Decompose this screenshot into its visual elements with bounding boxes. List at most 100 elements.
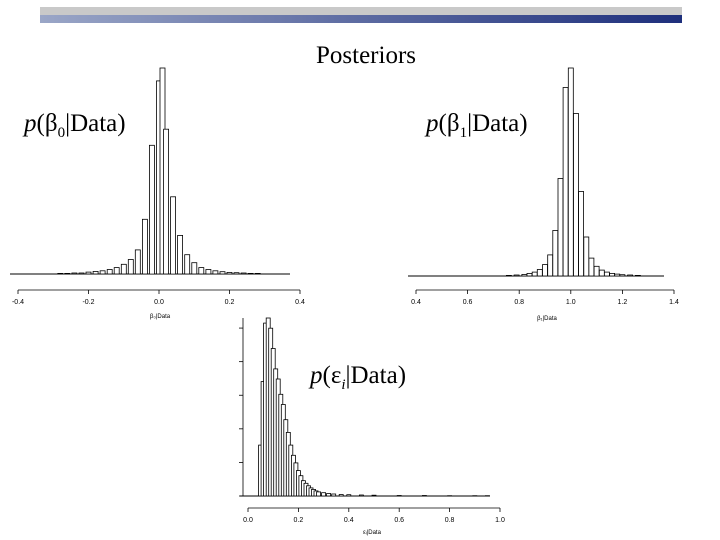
label-eps-rest: |Data) — [345, 362, 407, 389]
beta0-bar-20 — [191, 262, 198, 275]
beta1-bar-9 — [557, 178, 564, 277]
label-beta0-rest: |Data) — [65, 110, 126, 137]
beta0-bar-8 — [113, 267, 120, 275]
beta0-x-tick-label-4: 0.4 — [295, 299, 305, 306]
beta0-bar-5 — [92, 270, 99, 275]
beta0-bar-2 — [71, 272, 78, 275]
beta0-bar-25 — [226, 271, 233, 275]
beta1-bar-0 — [505, 274, 512, 277]
beta0-bar-17 — [170, 196, 177, 275]
beta1-bar-17 — [598, 269, 605, 277]
beta0-bar-19 — [184, 254, 191, 275]
beta0-bar-1 — [64, 272, 71, 275]
label-beta0-p: p — [24, 110, 37, 137]
beta1-bar-16 — [593, 265, 600, 277]
beta1-bar-15 — [588, 257, 595, 277]
beta0-bar-22 — [205, 269, 212, 275]
beta1-bar-22 — [627, 274, 633, 277]
beta1-x-tick-label-3: 1.0 — [566, 299, 576, 306]
beta0-bar-24 — [219, 271, 226, 275]
beta0-bar-21 — [198, 267, 205, 275]
beta0-x-axis-label: β₀|Data — [150, 314, 171, 320]
beta1-bar-13 — [578, 191, 584, 277]
beta1-bar-11 — [567, 67, 574, 277]
epsilon-bar-30 — [371, 494, 377, 497]
label-eps-subscript: i — [341, 377, 346, 393]
epsilon-bar-25 — [326, 493, 332, 497]
beta0-bar-6 — [99, 270, 106, 275]
label-beta0-posterior: p(β0|Data) — [24, 110, 126, 142]
label-beta0-symbol: β — [44, 110, 58, 137]
beta1-bar-23 — [635, 274, 641, 277]
label-epsilon-posterior: p(εi|Data) — [310, 362, 406, 394]
epsilon-bar-23 — [316, 491, 322, 497]
label-eps-symbol: ε — [330, 362, 342, 389]
beta1-bar-4 — [531, 271, 538, 277]
beta0-bar-9 — [120, 263, 127, 275]
epsilon-x-tick-label-2: 0.4 — [344, 517, 354, 524]
beta1-bar-18 — [604, 271, 610, 277]
epsilon-x-tick-label-1: 0.2 — [294, 517, 304, 524]
beta0-bar-26 — [233, 272, 240, 275]
beta0-x-tick-label-3: 0.2 — [225, 299, 235, 306]
beta1-bar-21 — [619, 274, 626, 277]
beta1-bar-12 — [573, 113, 579, 277]
slide-title: Posteriors — [316, 42, 416, 69]
beta0-bar-0 — [57, 272, 64, 275]
beta0-bar-18 — [177, 234, 184, 275]
beta1-x-axis-label: β₁|Data — [537, 316, 557, 322]
banner-top-stripe — [40, 7, 682, 15]
epsilon-bar-32 — [421, 495, 427, 497]
beta0-bar-23 — [212, 270, 219, 275]
epsilon-bar-31 — [396, 495, 402, 497]
beta0-bar-10 — [127, 259, 134, 275]
beta0-bar-28 — [247, 272, 254, 275]
beta0-bar-13 — [148, 144, 155, 275]
epsilon-x-tick-label-3: 0.6 — [394, 517, 404, 524]
label-beta1-open: ( — [438, 110, 447, 137]
beta1-bar-10 — [562, 87, 569, 277]
beta0-bar-16 — [163, 128, 170, 275]
beta0-x-tick-label-1: -0.2 — [82, 299, 94, 306]
beta0-x-tick-label-2: 0.0 — [154, 299, 164, 306]
beta0-bar-27 — [240, 272, 247, 275]
beta1-x-tick-label-1: 0.6 — [463, 299, 473, 306]
epsilon-bar-28 — [346, 494, 352, 497]
beta1-bar-5 — [536, 269, 543, 277]
beta1-bar-1 — [513, 274, 520, 277]
beta1-bar-7 — [547, 254, 554, 277]
beta1-bar-6 — [542, 264, 548, 277]
label-beta1-p: p — [426, 110, 439, 137]
epsilon-x-tick-label-5: 1.0 — [495, 517, 505, 524]
epsilon-bar-29 — [358, 494, 364, 497]
epsilon-x-tick-label-0: 0.0 — [243, 517, 253, 524]
epsilon-bar-27 — [338, 494, 344, 497]
epsilon-x-axis-label: εᵢ|Data — [363, 530, 382, 536]
banner-bottom-stripe — [40, 15, 682, 23]
beta0-bar-12 — [141, 218, 148, 275]
label-beta1-subscript: 1 — [459, 125, 468, 141]
beta0-bar-29 — [254, 272, 261, 275]
beta1-bar-14 — [583, 236, 590, 277]
beta1-x-tick-label-2: 0.8 — [514, 299, 524, 306]
beta1-bar-8 — [552, 230, 559, 277]
header-banner — [40, 7, 682, 23]
beta0-bar-3 — [78, 272, 85, 275]
beta0-x-tick-label-0: -0.4 — [12, 299, 24, 306]
label-beta1-rest: |Data) — [467, 110, 528, 137]
beta0-bar-4 — [85, 271, 92, 275]
label-beta0-open: ( — [36, 110, 45, 137]
beta1-x-tick-label-4: 1.2 — [618, 299, 628, 306]
beta0-bar-7 — [106, 269, 113, 275]
epsilon-bar-26 — [331, 493, 337, 497]
label-eps-p: p — [310, 362, 323, 389]
label-eps-open: ( — [322, 362, 331, 389]
epsilon-bar-24 — [321, 492, 327, 497]
epsilon-x-tick-label-4: 0.8 — [445, 517, 455, 524]
beta1-x-tick-label-0: 0.4 — [411, 299, 421, 306]
beta0-bar-11 — [134, 249, 141, 275]
label-beta1-symbol: β — [446, 110, 460, 137]
beta1-bar-3 — [526, 272, 533, 277]
beta1-bar-2 — [521, 273, 528, 277]
label-beta0-subscript: 0 — [57, 125, 66, 141]
